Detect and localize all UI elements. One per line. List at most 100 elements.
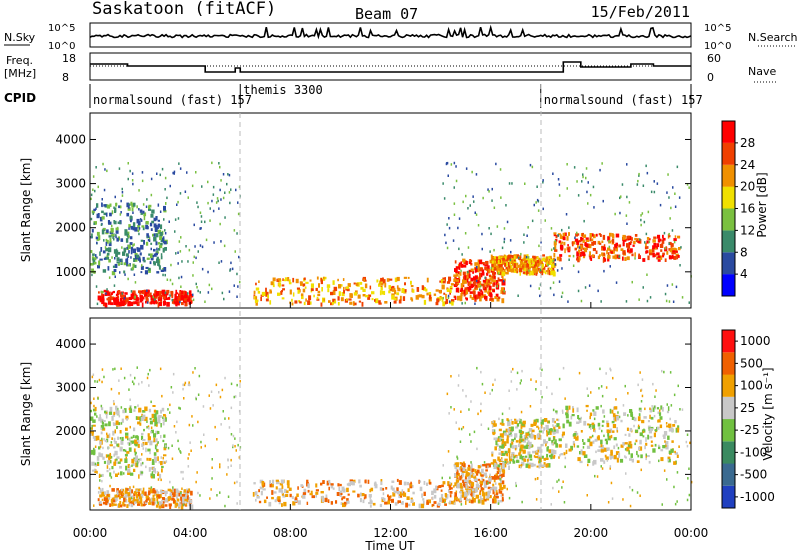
heat-cell (542, 269, 545, 274)
heat-cell (593, 411, 597, 416)
heat-cell (669, 217, 671, 220)
heat-cell (423, 299, 427, 305)
heat-cell (494, 423, 497, 427)
heat-cell (664, 247, 667, 250)
heat-cell (439, 497, 443, 502)
heat-cell (399, 295, 402, 301)
heat-cell (185, 503, 187, 506)
heat-cell (179, 167, 182, 170)
velocity-ytick-label: 2000 (55, 424, 86, 438)
heat-cell (172, 486, 174, 489)
heat-cell (609, 232, 612, 237)
heat-cell (272, 277, 276, 282)
heat-cell (550, 248, 553, 252)
heat-cell (138, 232, 140, 236)
heat-cell (265, 298, 269, 302)
heat-cell (628, 242, 632, 246)
heat-cell (291, 298, 293, 302)
heat-cell (234, 395, 237, 398)
heat-cell (474, 211, 476, 214)
heat-cell (256, 496, 260, 499)
heat-cell (154, 421, 158, 427)
heat-cell (477, 263, 480, 269)
heat-cell (536, 185, 538, 188)
heat-cell (649, 252, 653, 256)
heat-cell (464, 479, 468, 483)
heat-cell (162, 294, 166, 300)
heat-cell (97, 491, 100, 494)
heat-cell (675, 253, 679, 257)
heat-cell (179, 250, 182, 253)
heat-cell (379, 503, 383, 508)
heat-cell (152, 494, 155, 498)
heat-cell (457, 295, 460, 301)
heat-cell (535, 498, 538, 501)
heat-cell (640, 400, 643, 403)
heat-cell (107, 497, 110, 500)
heat-cell (476, 277, 480, 283)
heat-cell (525, 444, 529, 449)
heat-cell (322, 480, 325, 484)
heat-cell (523, 445, 527, 449)
heat-cell (157, 298, 160, 301)
heat-cell (102, 250, 106, 254)
heat-cell (153, 452, 157, 456)
heat-cell (124, 229, 128, 234)
heat-cell (553, 426, 556, 430)
heat-cell (620, 444, 624, 448)
heat-cell (450, 163, 453, 166)
heat-cell (613, 251, 615, 254)
heat-cell (197, 491, 199, 495)
heat-cell (167, 488, 172, 492)
heat-cell (586, 190, 588, 194)
heat-cell (122, 489, 125, 492)
heat-cell (557, 233, 561, 236)
heat-cell (583, 247, 588, 253)
heat-cell (536, 465, 539, 468)
heat-cell (348, 482, 351, 487)
heat-cell (443, 292, 446, 295)
heat-cell (487, 291, 490, 295)
heat-cell (103, 375, 105, 379)
heat-cell (522, 420, 526, 425)
heat-cell (126, 262, 129, 267)
heat-cell (158, 420, 161, 424)
heat-cell (617, 446, 620, 450)
heat-cell (529, 284, 532, 288)
heat-cell (235, 449, 237, 452)
heat-cell (548, 270, 552, 276)
heat-cell (672, 251, 676, 255)
heat-cell (645, 442, 648, 446)
heat-cell (335, 500, 338, 504)
heat-cell (127, 208, 130, 211)
heat-cell (218, 391, 220, 394)
heat-cell (123, 270, 126, 274)
heat-cell (284, 277, 288, 282)
heat-cell (461, 253, 463, 256)
heat-cell (144, 270, 148, 275)
heat-cell (633, 240, 636, 245)
heat-cell (468, 408, 470, 411)
heat-cell (253, 295, 257, 300)
heat-cell (196, 471, 198, 474)
heat-cell (180, 285, 182, 288)
heat-cell (487, 283, 491, 286)
heat-cell (150, 257, 154, 261)
heat-cell (572, 406, 574, 409)
heat-cell (407, 488, 410, 492)
heat-cell (136, 366, 138, 369)
heat-cell (234, 250, 236, 253)
heat-cell (117, 422, 121, 426)
heat-cell (568, 232, 570, 236)
time-axis-label: Time UT (364, 539, 415, 553)
heat-cell (157, 441, 159, 444)
heat-cell (341, 292, 345, 297)
heat-cell (615, 398, 617, 401)
heat-cell (542, 266, 546, 270)
heat-cell (660, 405, 663, 410)
heat-cell (137, 229, 140, 233)
heat-cell (631, 253, 634, 257)
heat-cell (130, 295, 133, 300)
heat-cell (460, 269, 462, 273)
heat-cell (134, 501, 136, 504)
